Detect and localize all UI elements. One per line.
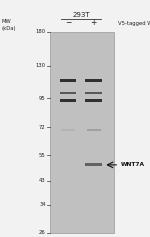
Text: 26: 26 xyxy=(39,230,46,235)
Text: 55: 55 xyxy=(39,152,46,158)
Text: (kDa): (kDa) xyxy=(2,26,16,31)
Text: 95: 95 xyxy=(39,96,46,101)
FancyBboxPatch shape xyxy=(60,91,76,94)
Text: +: + xyxy=(90,18,97,27)
Text: WNT7A: WNT7A xyxy=(121,162,145,167)
FancyBboxPatch shape xyxy=(85,79,102,82)
Text: −: − xyxy=(65,18,71,27)
Text: V5-tagged WNT7A: V5-tagged WNT7A xyxy=(118,21,150,26)
Text: 34: 34 xyxy=(39,202,46,207)
Text: 180: 180 xyxy=(36,29,46,35)
FancyBboxPatch shape xyxy=(85,163,102,166)
FancyBboxPatch shape xyxy=(60,79,76,82)
Text: 130: 130 xyxy=(36,63,46,68)
FancyBboxPatch shape xyxy=(85,91,102,94)
Text: 72: 72 xyxy=(39,125,46,130)
Text: MW: MW xyxy=(2,19,11,24)
FancyBboxPatch shape xyxy=(87,129,101,131)
FancyBboxPatch shape xyxy=(85,99,102,102)
FancyBboxPatch shape xyxy=(60,99,76,102)
Text: 293T: 293T xyxy=(72,12,90,18)
FancyBboxPatch shape xyxy=(61,129,75,131)
FancyBboxPatch shape xyxy=(50,32,114,233)
Text: 43: 43 xyxy=(39,178,46,183)
